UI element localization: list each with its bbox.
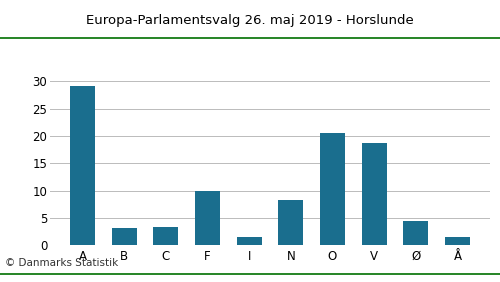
Text: Europa-Parlamentsvalg 26. maj 2019 - Horslunde: Europa-Parlamentsvalg 26. maj 2019 - Hor… (86, 14, 414, 27)
Bar (404, 221, 428, 245)
Bar (154, 227, 178, 245)
Bar (112, 228, 136, 245)
Bar (320, 133, 345, 245)
Bar (362, 143, 386, 245)
Bar (236, 237, 262, 245)
Text: © Danmarks Statistik: © Danmarks Statistik (5, 258, 118, 268)
Bar (70, 86, 95, 245)
Bar (195, 191, 220, 245)
Bar (445, 237, 470, 245)
Bar (278, 200, 303, 245)
